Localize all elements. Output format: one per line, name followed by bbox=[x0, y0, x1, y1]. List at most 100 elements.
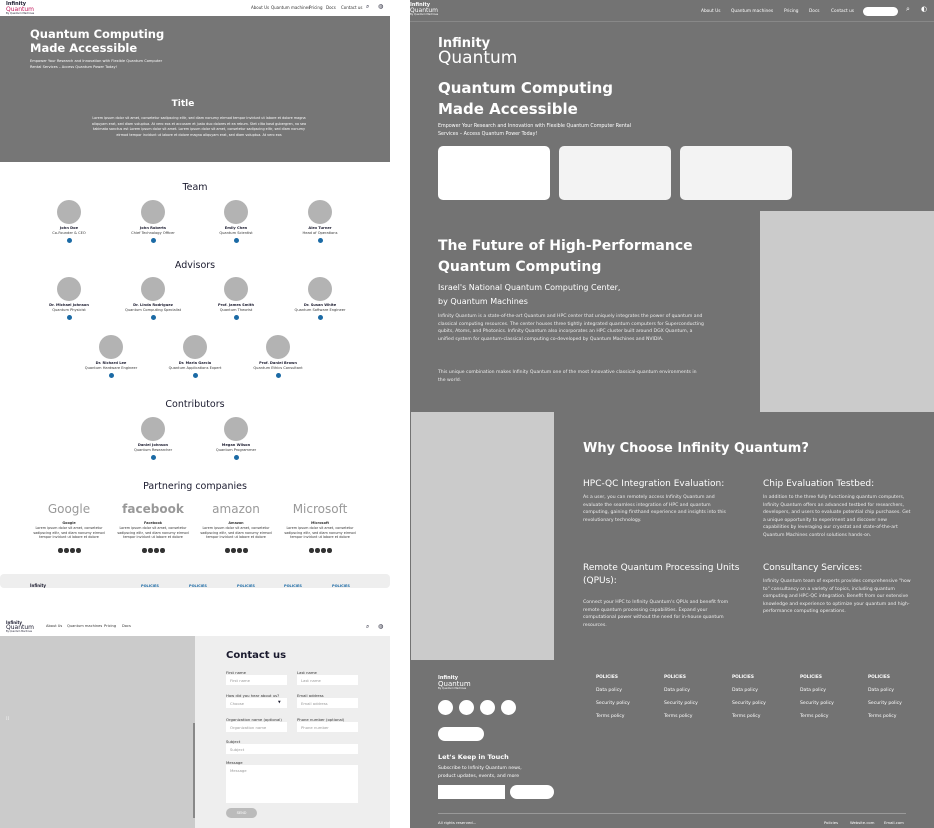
logo[interactable]: Infinity Quantum By Quantum Machines bbox=[410, 3, 438, 17]
form-field[interactable]: Email address bbox=[297, 698, 358, 708]
form-field[interactable]: Message bbox=[226, 765, 358, 803]
partner-name: Facebook bbox=[143, 521, 163, 525]
nav-link[interactable]: Docs bbox=[326, 5, 336, 10]
social-icon[interactable] bbox=[327, 548, 332, 553]
footer-button[interactable] bbox=[438, 727, 484, 741]
search-icon[interactable]: ⌕ bbox=[366, 3, 370, 10]
nav-link[interactable]: About Us bbox=[46, 624, 63, 628]
footer-logo-line2: Quantum bbox=[438, 680, 471, 688]
linkedin-icon[interactable] bbox=[233, 315, 239, 320]
social-icon-3[interactable] bbox=[480, 700, 495, 715]
logo[interactable]: Infinity Quantum By Quantum Machines bbox=[6, 2, 34, 16]
social-icon[interactable] bbox=[154, 548, 159, 553]
linkedin-icon[interactable] bbox=[192, 373, 198, 378]
linkedin-icon[interactable] bbox=[66, 315, 72, 320]
hero-card-1[interactable] bbox=[438, 146, 550, 200]
nav-link[interactable]: Docs bbox=[122, 624, 131, 628]
social-icon[interactable] bbox=[142, 548, 147, 553]
social-icon[interactable] bbox=[225, 548, 230, 553]
footer-link[interactable]: Terms policy bbox=[664, 714, 693, 719]
footer-link[interactable]: Security policy bbox=[596, 701, 630, 706]
footer-link[interactable]: Data policy bbox=[732, 688, 758, 693]
person-role: Quantum Theorist bbox=[219, 308, 253, 312]
hero-card-3[interactable] bbox=[680, 146, 792, 200]
social-icon-2[interactable] bbox=[459, 700, 474, 715]
footer-link[interactable]: Data policy bbox=[664, 688, 690, 693]
nav-link[interactable]: About Us bbox=[251, 5, 270, 10]
hero-card-2[interactable] bbox=[559, 146, 671, 200]
nav-link[interactable]: Contact us bbox=[341, 5, 363, 10]
subscribe-button[interactable] bbox=[510, 785, 554, 799]
social-icon[interactable] bbox=[58, 548, 63, 553]
nav-link[interactable]: Quantum machines bbox=[731, 9, 774, 14]
footer-link[interactable]: Security policy bbox=[664, 701, 698, 706]
logo[interactable]: Infinity Quantum By Quantum Machines bbox=[6, 621, 34, 633]
drag-handle-icon[interactable]: ⁞⁞ bbox=[6, 716, 10, 722]
nav-link[interactable]: Quantum machines bbox=[67, 624, 103, 628]
subscribe-email-input[interactable] bbox=[438, 785, 505, 799]
social-icon[interactable] bbox=[309, 548, 314, 553]
footer-link[interactable]: Terms policy bbox=[868, 714, 897, 719]
nav-link[interactable]: Docs bbox=[809, 9, 820, 14]
globe-icon[interactable]: ◍ bbox=[378, 623, 384, 630]
footer-link[interactable]: Data policy bbox=[868, 688, 894, 693]
linkedin-icon[interactable] bbox=[150, 315, 156, 320]
social-icon[interactable] bbox=[64, 548, 69, 553]
why-title: Why Choose Infinity Quantum? bbox=[583, 441, 809, 456]
logo-line1: Infinity bbox=[6, 1, 27, 7]
header-cta-button[interactable] bbox=[863, 7, 898, 16]
footer-link[interactable]: Terms policy bbox=[800, 714, 829, 719]
nav-link[interactable]: About Us bbox=[701, 9, 721, 14]
form-field[interactable]: Phone number bbox=[297, 722, 358, 732]
scrollbar[interactable] bbox=[193, 723, 195, 818]
social-icon[interactable] bbox=[231, 548, 236, 553]
form-field[interactable]: Organization name bbox=[226, 722, 287, 732]
footer-link[interactable]: Terms policy bbox=[732, 714, 761, 719]
social-icon[interactable] bbox=[160, 548, 165, 553]
linkedin-icon[interactable] bbox=[317, 238, 323, 243]
social-icon[interactable] bbox=[70, 548, 75, 553]
bottom-link[interactable]: Email.com bbox=[884, 820, 904, 825]
social-icon[interactable] bbox=[243, 548, 248, 553]
bottom-link[interactable]: Website.com bbox=[850, 820, 875, 825]
search-icon[interactable]: ⌕ bbox=[906, 5, 910, 13]
partner-description: Lorem ipsum dolor sit amet, consetetur s… bbox=[33, 526, 105, 540]
form-field[interactable]: Subject bbox=[226, 744, 358, 754]
nav-link[interactable]: Pricing bbox=[309, 5, 323, 10]
nav-link[interactable]: Contact us bbox=[831, 9, 855, 14]
linkedin-icon[interactable] bbox=[233, 455, 239, 460]
social-icon[interactable] bbox=[76, 548, 81, 553]
form-field[interactable]: Last name bbox=[297, 675, 358, 685]
footer-link[interactable]: Security policy bbox=[800, 701, 834, 706]
nav-link[interactable]: Quantum machines bbox=[271, 5, 311, 10]
linkedin-icon[interactable] bbox=[150, 238, 156, 243]
linkedin-icon[interactable] bbox=[150, 455, 156, 460]
footer-link[interactable]: Security policy bbox=[868, 701, 902, 706]
social-icon[interactable] bbox=[148, 548, 153, 553]
linkedin-icon[interactable] bbox=[66, 238, 72, 243]
footer-link[interactable]: Data policy bbox=[596, 688, 622, 693]
social-icon[interactable] bbox=[315, 548, 320, 553]
about-page: Infinity Quantum By Quantum Machines Abo… bbox=[0, 0, 390, 588]
footer-link[interactable]: Security policy bbox=[732, 701, 766, 706]
footer-logo: Infinity Quantum By Quantum Machines bbox=[438, 676, 471, 691]
nav-link[interactable]: Pricing bbox=[784, 9, 799, 14]
social-icon-4[interactable] bbox=[501, 700, 516, 715]
contrast-icon[interactable]: ◐ bbox=[921, 5, 928, 13]
source-select[interactable]: Choose bbox=[226, 698, 287, 708]
social-icon[interactable] bbox=[321, 548, 326, 553]
linkedin-icon[interactable] bbox=[317, 315, 323, 320]
linkedin-icon[interactable] bbox=[108, 373, 114, 378]
form-field[interactable]: First name bbox=[226, 675, 287, 685]
search-icon[interactable]: ⌕ bbox=[366, 623, 370, 630]
social-icon-1[interactable] bbox=[438, 700, 453, 715]
nav-link[interactable]: Pricing bbox=[104, 624, 117, 628]
footer-link[interactable]: Data policy bbox=[800, 688, 826, 693]
linkedin-icon[interactable] bbox=[275, 373, 281, 378]
footer-link[interactable]: Terms policy bbox=[596, 714, 625, 719]
linkedin-icon[interactable] bbox=[233, 238, 239, 243]
send-button[interactable]: SEND bbox=[226, 808, 257, 818]
globe-icon[interactable]: ◍ bbox=[378, 3, 384, 10]
bottom-link[interactable]: Policies bbox=[824, 820, 839, 825]
social-icon[interactable] bbox=[237, 548, 242, 553]
